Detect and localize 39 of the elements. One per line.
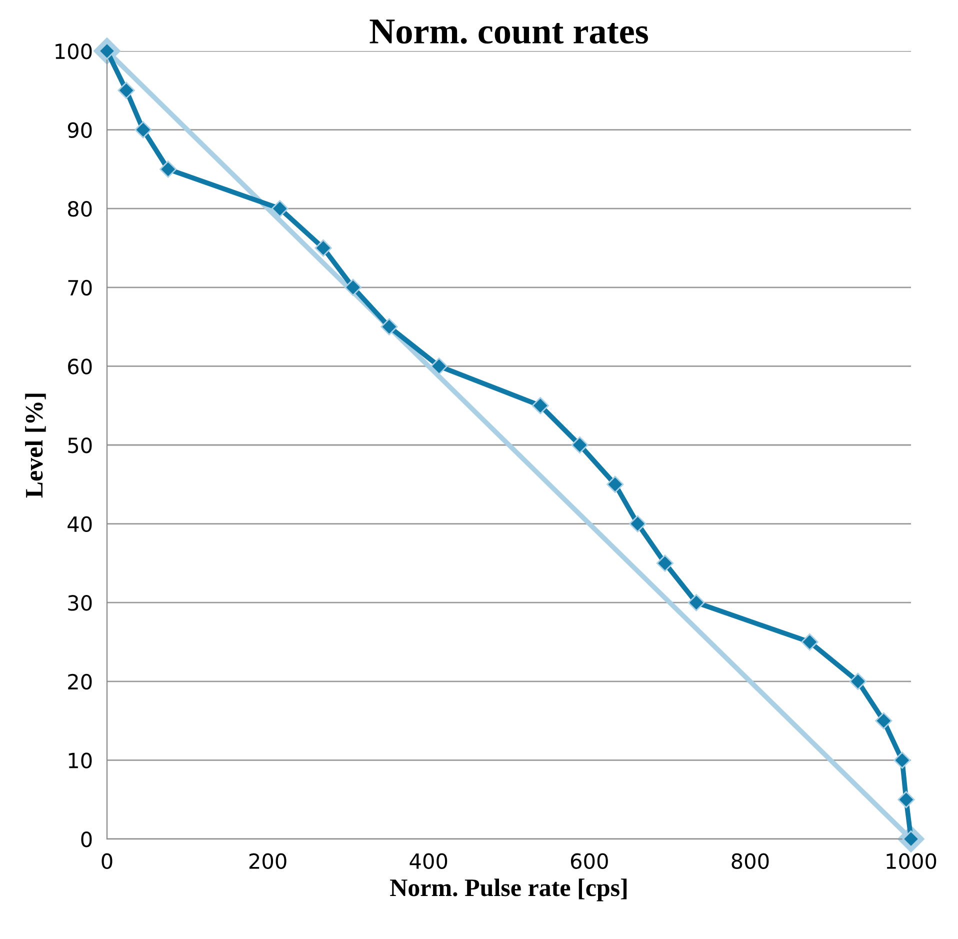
y-tick-label: 60	[68, 358, 92, 374]
point	[656, 554, 674, 572]
point	[571, 436, 588, 454]
y-tick-label: 20	[68, 674, 92, 690]
x-tick-label: 0	[102, 853, 112, 870]
y-axis-title: Level [%]	[25, 394, 46, 498]
point	[849, 672, 866, 690]
point	[271, 200, 288, 218]
point	[118, 82, 135, 99]
x-tick-label: 400	[410, 853, 448, 870]
point	[430, 358, 448, 375]
y-tick-label: 80	[68, 201, 92, 217]
point	[801, 633, 818, 651]
point	[606, 476, 624, 493]
x-tick-label: 800	[732, 853, 769, 870]
y-tick-label: 0	[81, 831, 92, 848]
x-axis-title: Norm. Pulse rate [cps]	[390, 878, 627, 902]
point	[314, 239, 332, 257]
point	[160, 160, 177, 178]
point	[532, 397, 549, 414]
point	[134, 121, 152, 138]
point	[875, 712, 892, 730]
x-tick-label: 1000	[886, 853, 936, 870]
y-tick-label: 100	[56, 43, 92, 60]
point	[898, 791, 915, 808]
x-tick-label: 600	[570, 853, 608, 870]
y-tick-label: 10	[68, 752, 92, 768]
chart-title: Norm. count rates	[370, 20, 648, 44]
y-tick-label: 70	[68, 280, 92, 296]
y-tick-label: 50	[68, 437, 92, 454]
x-tick-label: 200	[249, 853, 286, 870]
point	[688, 594, 705, 612]
point	[894, 752, 911, 769]
y-tick-label: 40	[68, 516, 92, 532]
y-tick-label: 90	[68, 122, 92, 138]
point	[344, 278, 362, 296]
point	[380, 318, 398, 336]
y-tick-label: 30	[68, 595, 92, 611]
point	[629, 515, 646, 532]
